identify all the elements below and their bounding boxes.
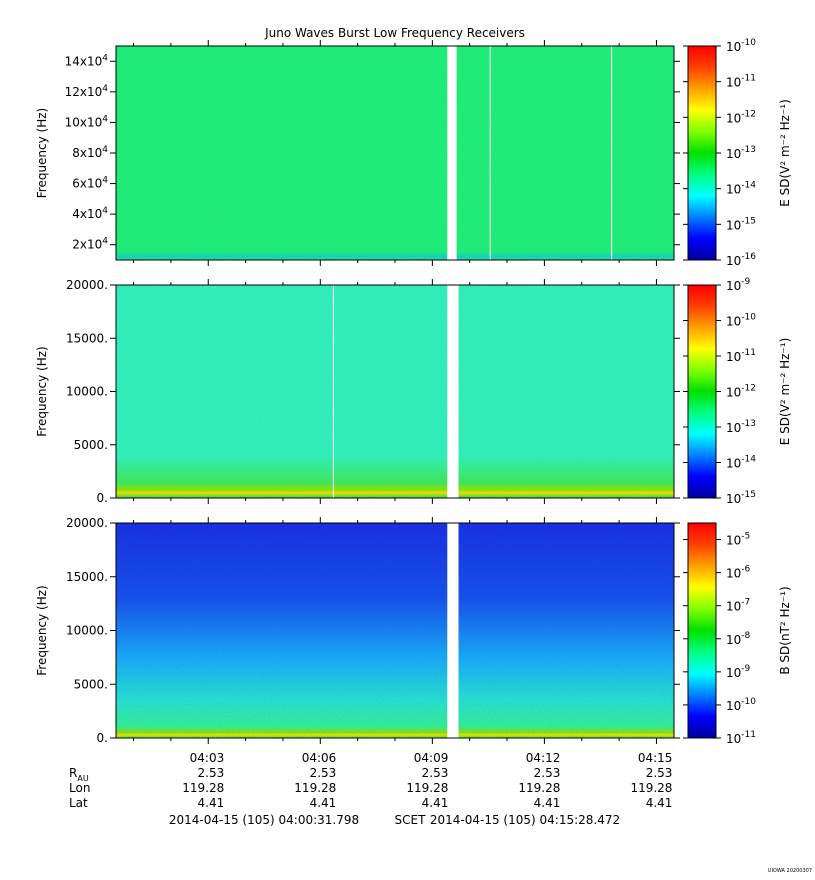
colorbar-tick-label: 10-14 <box>726 455 756 471</box>
time-axis: 04:03 04:06 04:09 04:12 04:15 <box>190 751 673 765</box>
ephemeris-value: 119.28 <box>294 781 336 795</box>
y-tick-label: 8x104 <box>72 145 108 160</box>
ephemeris-row-label: Lon <box>69 781 90 795</box>
colorbar-tick-label: 10-10 <box>726 697 756 713</box>
y-tick-label: 12x104 <box>65 84 109 99</box>
ephemeris-value: 2.53 <box>310 766 337 780</box>
colorbar-tick-label: 10-15 <box>726 490 756 506</box>
colorbar-tick-label: 10-10 <box>726 313 756 329</box>
y-tick-label: 0. <box>97 731 108 745</box>
panel-1-spectrogram: 2x104 4x104 6x104 8x104 10x104 12x104 14x104 Fr… <box>35 38 792 268</box>
colorbar-tick-label: 10-9 <box>726 277 751 293</box>
x-tick-label: 04:06 <box>302 751 337 765</box>
y-tick-label: 10000. <box>66 624 108 638</box>
y-tick-label: 0. <box>97 491 108 505</box>
ephemeris-value: 4.41 <box>646 796 673 810</box>
colorbar-tick-label: 10-11 <box>726 348 756 364</box>
x-tick-label: 04:15 <box>638 751 673 765</box>
ephemeris-value: 119.28 <box>182 781 224 795</box>
colorbar <box>688 285 716 498</box>
data-gap <box>447 522 459 739</box>
colorbar-tick-label: 10-9 <box>726 664 751 680</box>
ephemeris-value: 2.53 <box>422 766 449 780</box>
colorbar-frame <box>687 522 717 739</box>
spectrogram-noise <box>116 46 674 260</box>
ephemeris-value: 4.41 <box>422 796 449 810</box>
y-axis-label: Frequency (Hz) <box>35 108 49 199</box>
colorbar <box>688 46 716 260</box>
y-tick-label: 14x104 <box>65 53 109 68</box>
colorbar-tick-label: 10-14 <box>726 181 756 197</box>
ephemeris-value: 2.53 <box>646 766 673 780</box>
ephemeris-value: 119.28 <box>518 781 560 795</box>
colorbar-tick-label: 10-5 <box>726 532 750 548</box>
ephemeris-row-label: Lat <box>69 796 88 810</box>
ephemeris-value: 2.53 <box>198 766 225 780</box>
panel-2-spectrogram: 0. 5000. 10000. 15000. 20000. Frequency (Hz) 1… <box>35 277 792 506</box>
colorbar-tick-label: 10-16 <box>726 252 756 268</box>
colorbar-label: E SD(V² m⁻² Hz⁻¹) <box>778 99 792 207</box>
y-tick-label: 10000. <box>66 385 108 399</box>
ephemeris-value: 2.53 <box>534 766 561 780</box>
y-tick-label: 4x104 <box>72 206 108 221</box>
y-tick-label: 20000. <box>66 278 108 292</box>
y-axis-label: Frequency (Hz) <box>35 585 49 676</box>
ephemeris-value: 4.41 <box>534 796 561 810</box>
x-tick-label: 04:09 <box>414 751 449 765</box>
y-tick-label: 6x104 <box>72 176 108 191</box>
colorbar-tick-label: 10-15 <box>726 216 756 232</box>
y-tick-label: 5000. <box>74 677 108 691</box>
data-gap <box>447 284 459 499</box>
x-tick-label: 04:03 <box>190 751 225 765</box>
y-tick-label: 15000. <box>66 570 108 584</box>
x-tick-label: 04:12 <box>526 751 561 765</box>
panel-3-spectrogram: 0. 5000. 10000. 15000. 20000. Frequency (Hz) 1… <box>35 516 792 746</box>
spectrogram-noise <box>116 523 674 738</box>
y-tick-label: 20000. <box>66 516 108 530</box>
spectrogram-noise <box>116 285 674 498</box>
ephemeris-table: RAU 2.53 2.53 2.53 2.53 2.53 Lon 119.28 119.28 11… <box>69 766 672 810</box>
y-axis-label: Frequency (Hz) <box>35 346 49 437</box>
ephemeris-value: 4.41 <box>310 796 337 810</box>
colorbar-tick-label: 10-13 <box>726 145 756 161</box>
colorbar-tick-label: 10-7 <box>726 598 750 614</box>
y-tick-label: 15000. <box>66 331 108 345</box>
colorbar-tick-label: 10-11 <box>726 74 756 90</box>
ephemeris-value: 4.41 <box>198 796 225 810</box>
y-tick-label: 2x104 <box>72 237 108 252</box>
time-range: 2014-04-15 (105) 04:00:31.798 SCET 2014-… <box>169 813 620 827</box>
colorbar-tick-label: 10-12 <box>726 384 756 400</box>
ephemeris-value: 119.28 <box>406 781 448 795</box>
colorbar-label: B SD(nT² Hz⁻¹) <box>778 586 792 674</box>
colorbar-tick-label: 10-8 <box>726 631 751 647</box>
y-tick-label: 5000. <box>74 438 108 452</box>
ephemeris-value: 119.28 <box>630 781 672 795</box>
colorbar-tick-label: 10-10 <box>726 38 756 54</box>
time-range-end: 2014-04-15 (105) 04:15:28.472 <box>430 813 620 827</box>
colorbar-tick-label: 10-6 <box>726 565 751 581</box>
time-range-frame: SCET <box>395 813 427 827</box>
colorbar-tick-label: 10-12 <box>726 109 756 125</box>
time-range-start: 2014-04-15 (105) 04:00:31.798 <box>169 813 359 827</box>
data-gap <box>447 45 457 261</box>
colorbar-label: E SD(V² m⁻² Hz⁻¹) <box>778 338 792 446</box>
credit-label: UIOWA 20200307 <box>768 868 812 874</box>
colorbar-tick-label: 10-13 <box>726 419 756 435</box>
ephemeris-row-label: RAU <box>69 766 89 783</box>
y-tick-label: 10x104 <box>65 114 109 129</box>
colorbar <box>688 523 716 738</box>
chart-title: Juno Waves Burst Low Frequency Receivers <box>264 26 525 40</box>
colorbar-tick-label: 10-11 <box>726 730 756 746</box>
